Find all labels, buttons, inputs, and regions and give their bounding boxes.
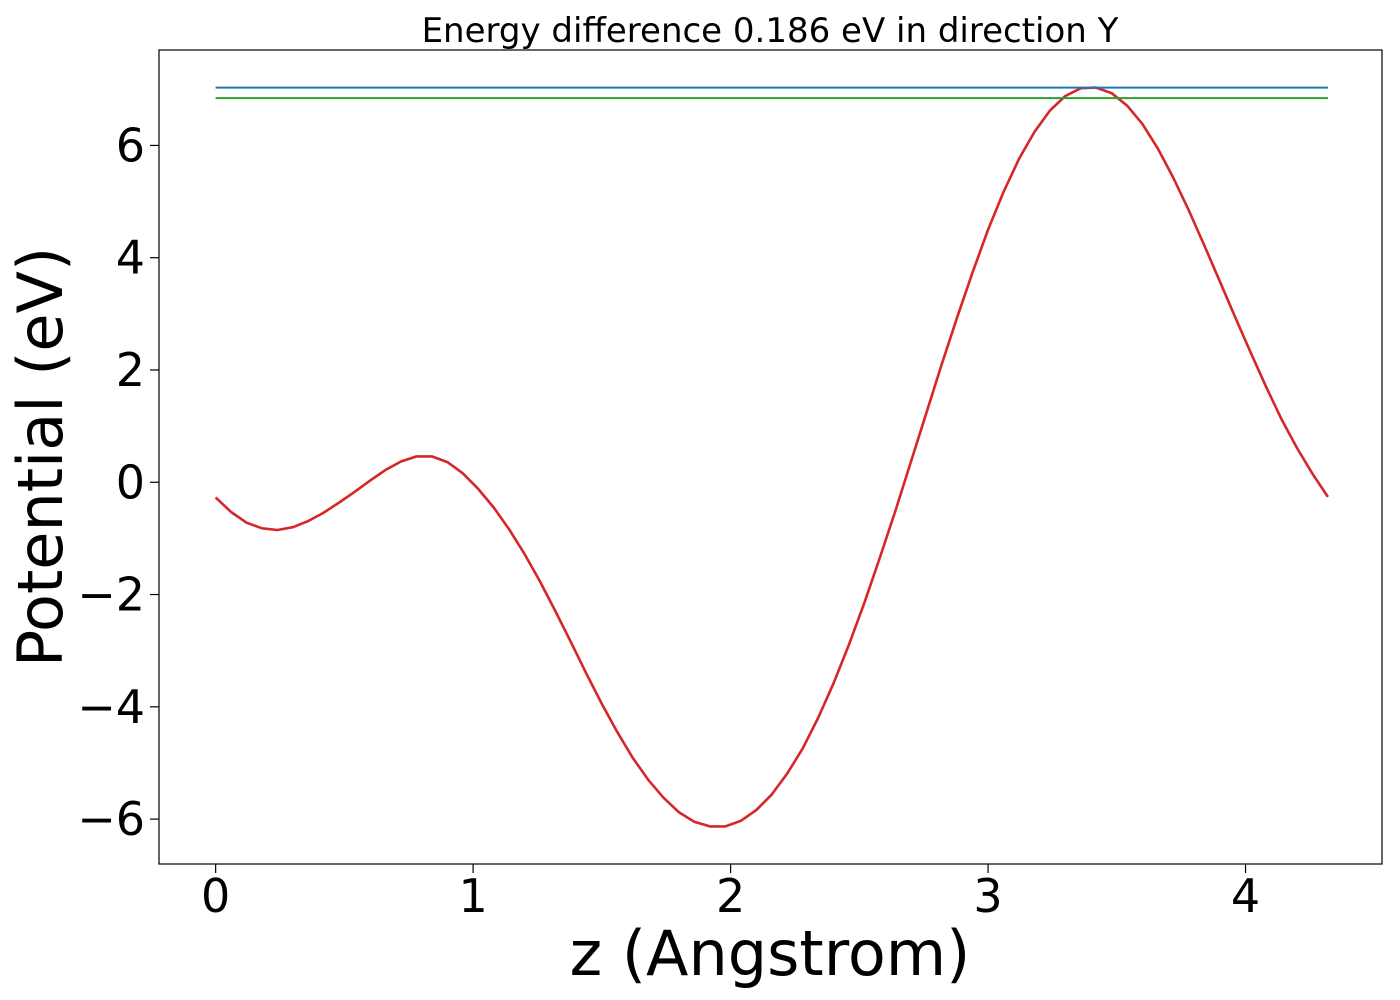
- x-axis-label: z (Angstrom): [570, 917, 971, 990]
- y-tick-label: 6: [116, 118, 145, 172]
- x-tick-label: 4: [1231, 869, 1260, 923]
- y-tick-label: 2: [116, 343, 145, 397]
- chart-title: Energy difference 0.186 eV in direction …: [422, 11, 1119, 51]
- x-tick-label: 0: [201, 869, 230, 923]
- y-tick-label: 4: [116, 231, 145, 285]
- plot-frame: [158, 49, 1383, 865]
- y-tick-label: −6: [77, 792, 145, 846]
- y-tick-label: −4: [77, 680, 145, 734]
- y-axis-ticks: −6 −4 −2 0 2 4 6: [77, 118, 159, 846]
- x-tick-label: 1: [458, 869, 487, 923]
- y-tick-label: 0: [116, 455, 145, 509]
- plot-lines: [214, 86, 1329, 828]
- x-axis-ticks: 0 1 2 3 4: [201, 864, 1260, 923]
- series-line-0: [214, 86, 1329, 828]
- y-tick-label: −2: [77, 568, 145, 622]
- x-tick-label: 3: [973, 869, 1002, 923]
- x-tick-label: 2: [716, 869, 745, 923]
- y-axis-label: Potential (eV): [4, 247, 77, 667]
